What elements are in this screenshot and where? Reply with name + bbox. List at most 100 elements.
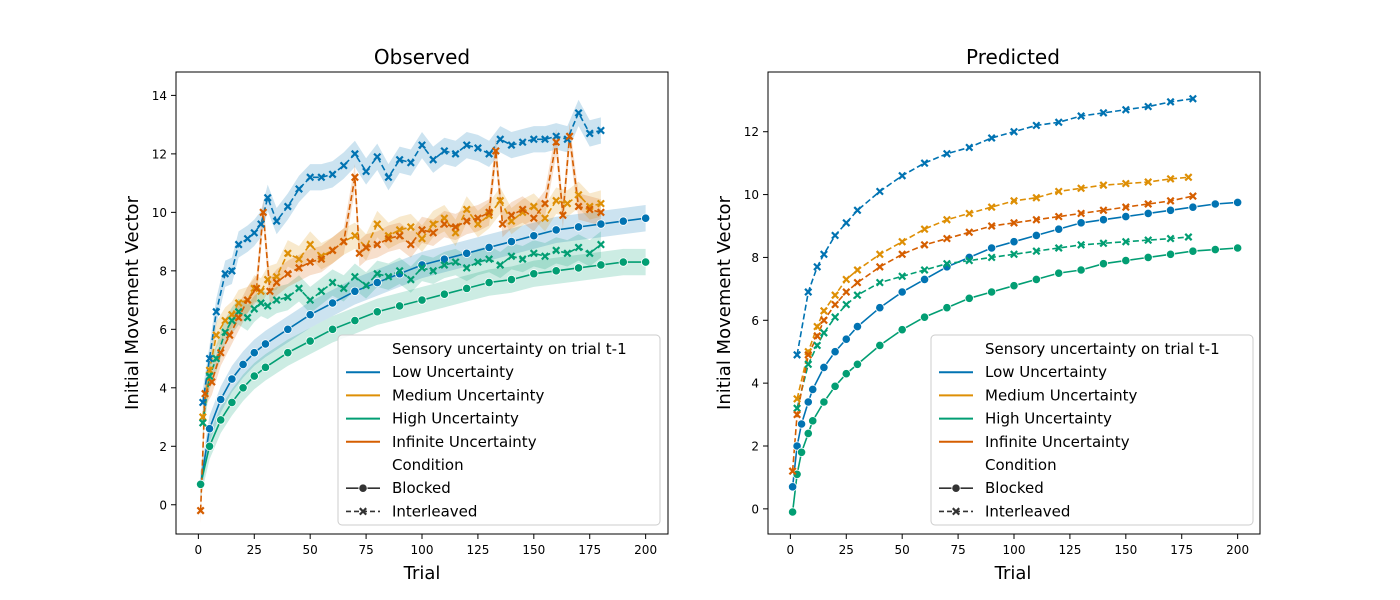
- predicted-legend: Sensory uncertainty on trial t-1 Low Unce…: [930, 334, 1254, 526]
- predicted-low-uncertainty-interleaved-point: [1144, 102, 1153, 111]
- observed-high-uncertainty-interleaved-point: [317, 287, 326, 296]
- predicted-medium-uncertainty-interleaved-point: [1121, 179, 1130, 188]
- observed-infinite-uncertainty-interleaved-point: [429, 228, 438, 237]
- observed-infinite-uncertainty-interleaved-point: [243, 296, 252, 305]
- legend-label-medium-uncertainty: Medium Uncertainty: [985, 386, 1138, 404]
- observed-high-uncertainty-interleaved-point: [574, 243, 583, 252]
- observed-low-uncertainty-interleaved-point: [257, 220, 265, 229]
- predicted-low-uncertainty-blocked-point: [1188, 202, 1198, 212]
- observed-y-axis-label: Initial Movement Vector: [122, 195, 143, 410]
- predicted-y-axis-label: Initial Movement Vector: [714, 195, 735, 410]
- legend-label-low-uncertainty: Low Uncertainty: [985, 363, 1107, 381]
- observed-high-uncertainty-interleaved-point: [328, 278, 337, 287]
- observed-high-uncertainty-interleaved-point: [362, 281, 371, 290]
- observed-high-uncertainty-interleaved-point: [429, 266, 438, 275]
- legend-hue-title: Sensory uncertainty on trial t-1: [392, 340, 627, 358]
- x-tick-label: 175: [1170, 543, 1193, 557]
- observed-high-uncertainty-blocked-point: [238, 383, 248, 393]
- x-tick-label: 100: [411, 543, 434, 557]
- observed-medium-uncertainty-interleaved-point: [212, 331, 221, 340]
- predicted-medium-uncertainty-interleaved-point: [1032, 193, 1041, 202]
- predicted-high-uncertainty-blocked-point: [875, 340, 885, 351]
- predicted-high-uncertainty-interleaved-point: [793, 404, 802, 413]
- observed-infinite-uncertainty-interleaved-point: [306, 258, 315, 267]
- observed-high-uncertainty-interleaved-point: [406, 275, 415, 284]
- predicted-low-uncertainty-blocked-point: [819, 362, 829, 373]
- predicted-high-uncertainty-blocked-point: [1188, 246, 1198, 256]
- observed-infinite-uncertainty-interleaved-point: [207, 377, 216, 386]
- observed-high-uncertainty-blocked-point: [196, 479, 206, 489]
- observed-low-uncertainty-interleaved-point: [328, 170, 337, 179]
- x-tick-label: 75: [358, 543, 373, 557]
- observed-high-uncertainty-blocked-point: [227, 397, 237, 408]
- predicted-x-axis-label: Trial: [994, 563, 1032, 584]
- predicted-infinite-uncertainty-interleaved-point: [819, 316, 828, 325]
- observed-high-uncertainty-interleaved-point: [440, 261, 449, 269]
- predicted-low-uncertainty-blocked-point: [1233, 197, 1243, 208]
- observed-low-uncertainty-blocked-point: [372, 277, 382, 288]
- observed-high-uncertainty-interleaved-point: [541, 252, 549, 261]
- observed-medium-uncertainty-interleaved-point: [272, 272, 281, 281]
- legend-marker-interleaved: [952, 507, 960, 516]
- predicted-x-ticks: 0 25 50 75 100 125 150 175 200: [787, 534, 1249, 557]
- predicted-high-uncertainty-blocked-point: [1009, 281, 1019, 291]
- predicted-low-uncertainty-blocked-point: [897, 287, 907, 297]
- observed-medium-uncertainty-interleaved-point: [263, 275, 272, 284]
- predicted-infinite-uncertainty-interleaved-point: [1077, 209, 1086, 218]
- predicted-infinite-uncertainty-interleaved-point: [831, 300, 840, 309]
- predicted-high-uncertainty-interleaved-point: [1032, 247, 1041, 256]
- predicted-low-uncertainty-interleaved-point: [1166, 97, 1175, 106]
- observed-infinite-uncertainty-interleaved-point: [507, 211, 516, 220]
- predicted-infinite-uncertainty-interleaved-point: [842, 288, 851, 296]
- predicted-high-uncertainty-blocked-point: [987, 287, 997, 297]
- predicted-low-uncertainty-interleaved-point: [793, 350, 802, 359]
- observed-low-uncertainty-interleaved-point: [462, 141, 471, 150]
- predicted-high-uncertainty-blocked-point: [841, 369, 851, 379]
- observed-low-uncertainty-blocked-point: [573, 222, 584, 232]
- predicted-low-uncertainty-interleaved-point: [1054, 118, 1063, 127]
- x-tick-label: 175: [578, 543, 601, 557]
- observed-infinite-uncertainty-interleaved-point: [491, 146, 500, 155]
- x-tick-label: 125: [1058, 543, 1081, 557]
- observed-high-uncertainty-interleaved-point: [350, 272, 359, 281]
- predicted-high-uncertainty-interleaved-point: [819, 328, 828, 337]
- predicted-panel: 0 25 50 75 100 125 150 175 200 0 2 4 6 8 10 12 Predict…: [714, 45, 1261, 584]
- observed-low-uncertainty-interleaved-point: [496, 135, 505, 144]
- observed-medium-uncertainty-interleaved-line: [202, 193, 602, 418]
- observed-medium-uncertainty-interleaved-point: [473, 220, 482, 229]
- predicted-high-uncertainty-blocked-point: [919, 312, 930, 322]
- observed-high-uncertainty-blocked-point: [462, 283, 472, 293]
- predicted-high-uncertainty-interleaved-point: [1144, 236, 1153, 245]
- observed-medium-uncertainty-interleaved-point: [574, 190, 583, 199]
- predicted-series-markers: [787, 94, 1243, 517]
- observed-infinite-uncertainty-interleaved-point: [252, 284, 261, 293]
- observed-infinite-uncertainty-interleaved-point: [418, 225, 426, 234]
- observed-low-uncertainty-interleaved-point: [406, 158, 415, 167]
- observed-medium-uncertainty-interleaved-point: [406, 222, 415, 231]
- observed-infinite-uncertainty-interleaved-point: [485, 208, 494, 217]
- observed-low-uncertainty-interleaved-point: [585, 129, 594, 138]
- observed-high-uncertainty-blocked-point: [260, 362, 271, 372]
- observed-infinite-uncertainty-interleaved-point: [350, 173, 359, 182]
- observed-low-uncertainty-interleaved-point: [574, 108, 583, 117]
- observed-low-uncertainty-blocked-point: [439, 254, 449, 264]
- predicted-low-uncertainty-blocked-point: [919, 274, 930, 285]
- legend-hue-title: Sensory uncertainty on trial t-1: [985, 340, 1220, 358]
- observed-panel: 0 25 50 75 100 125 150 175 200 0 2 4 6 8 10 12 14 Obser…: [122, 45, 669, 584]
- predicted-low-uncertainty-interleaved-point: [987, 134, 996, 142]
- observed-high-uncertainty-blocked-point: [529, 269, 539, 279]
- observed-infinite-uncertainty-interleaved-point: [462, 217, 471, 226]
- observed-low-uncertainty-interleaved-point: [350, 149, 359, 158]
- predicted-low-uncertainty-blocked-point: [987, 243, 997, 253]
- observed-infinite-uncertainty-interleaved-point: [552, 138, 561, 147]
- observed-low-uncertainty-interleaved-point: [205, 354, 214, 363]
- predicted-low-uncertainty-blocked-point: [1121, 211, 1131, 222]
- observed-infinite-uncertainty-interleaved-point: [295, 263, 303, 272]
- predicted-infinite-uncertainty-interleaved-point: [813, 332, 822, 340]
- predicted-medium-uncertainty-interleaved-point: [793, 394, 802, 403]
- predicted-infinite-uncertainty-interleaved-point: [1010, 218, 1018, 227]
- predicted-infinite-uncertainty-interleaved-point: [1032, 215, 1041, 224]
- observed-high-uncertainty-interleaved-point: [462, 263, 471, 272]
- observed-infinite-uncertainty-interleaved-point: [541, 199, 549, 208]
- observed-high-uncertainty-blocked-point: [350, 315, 360, 326]
